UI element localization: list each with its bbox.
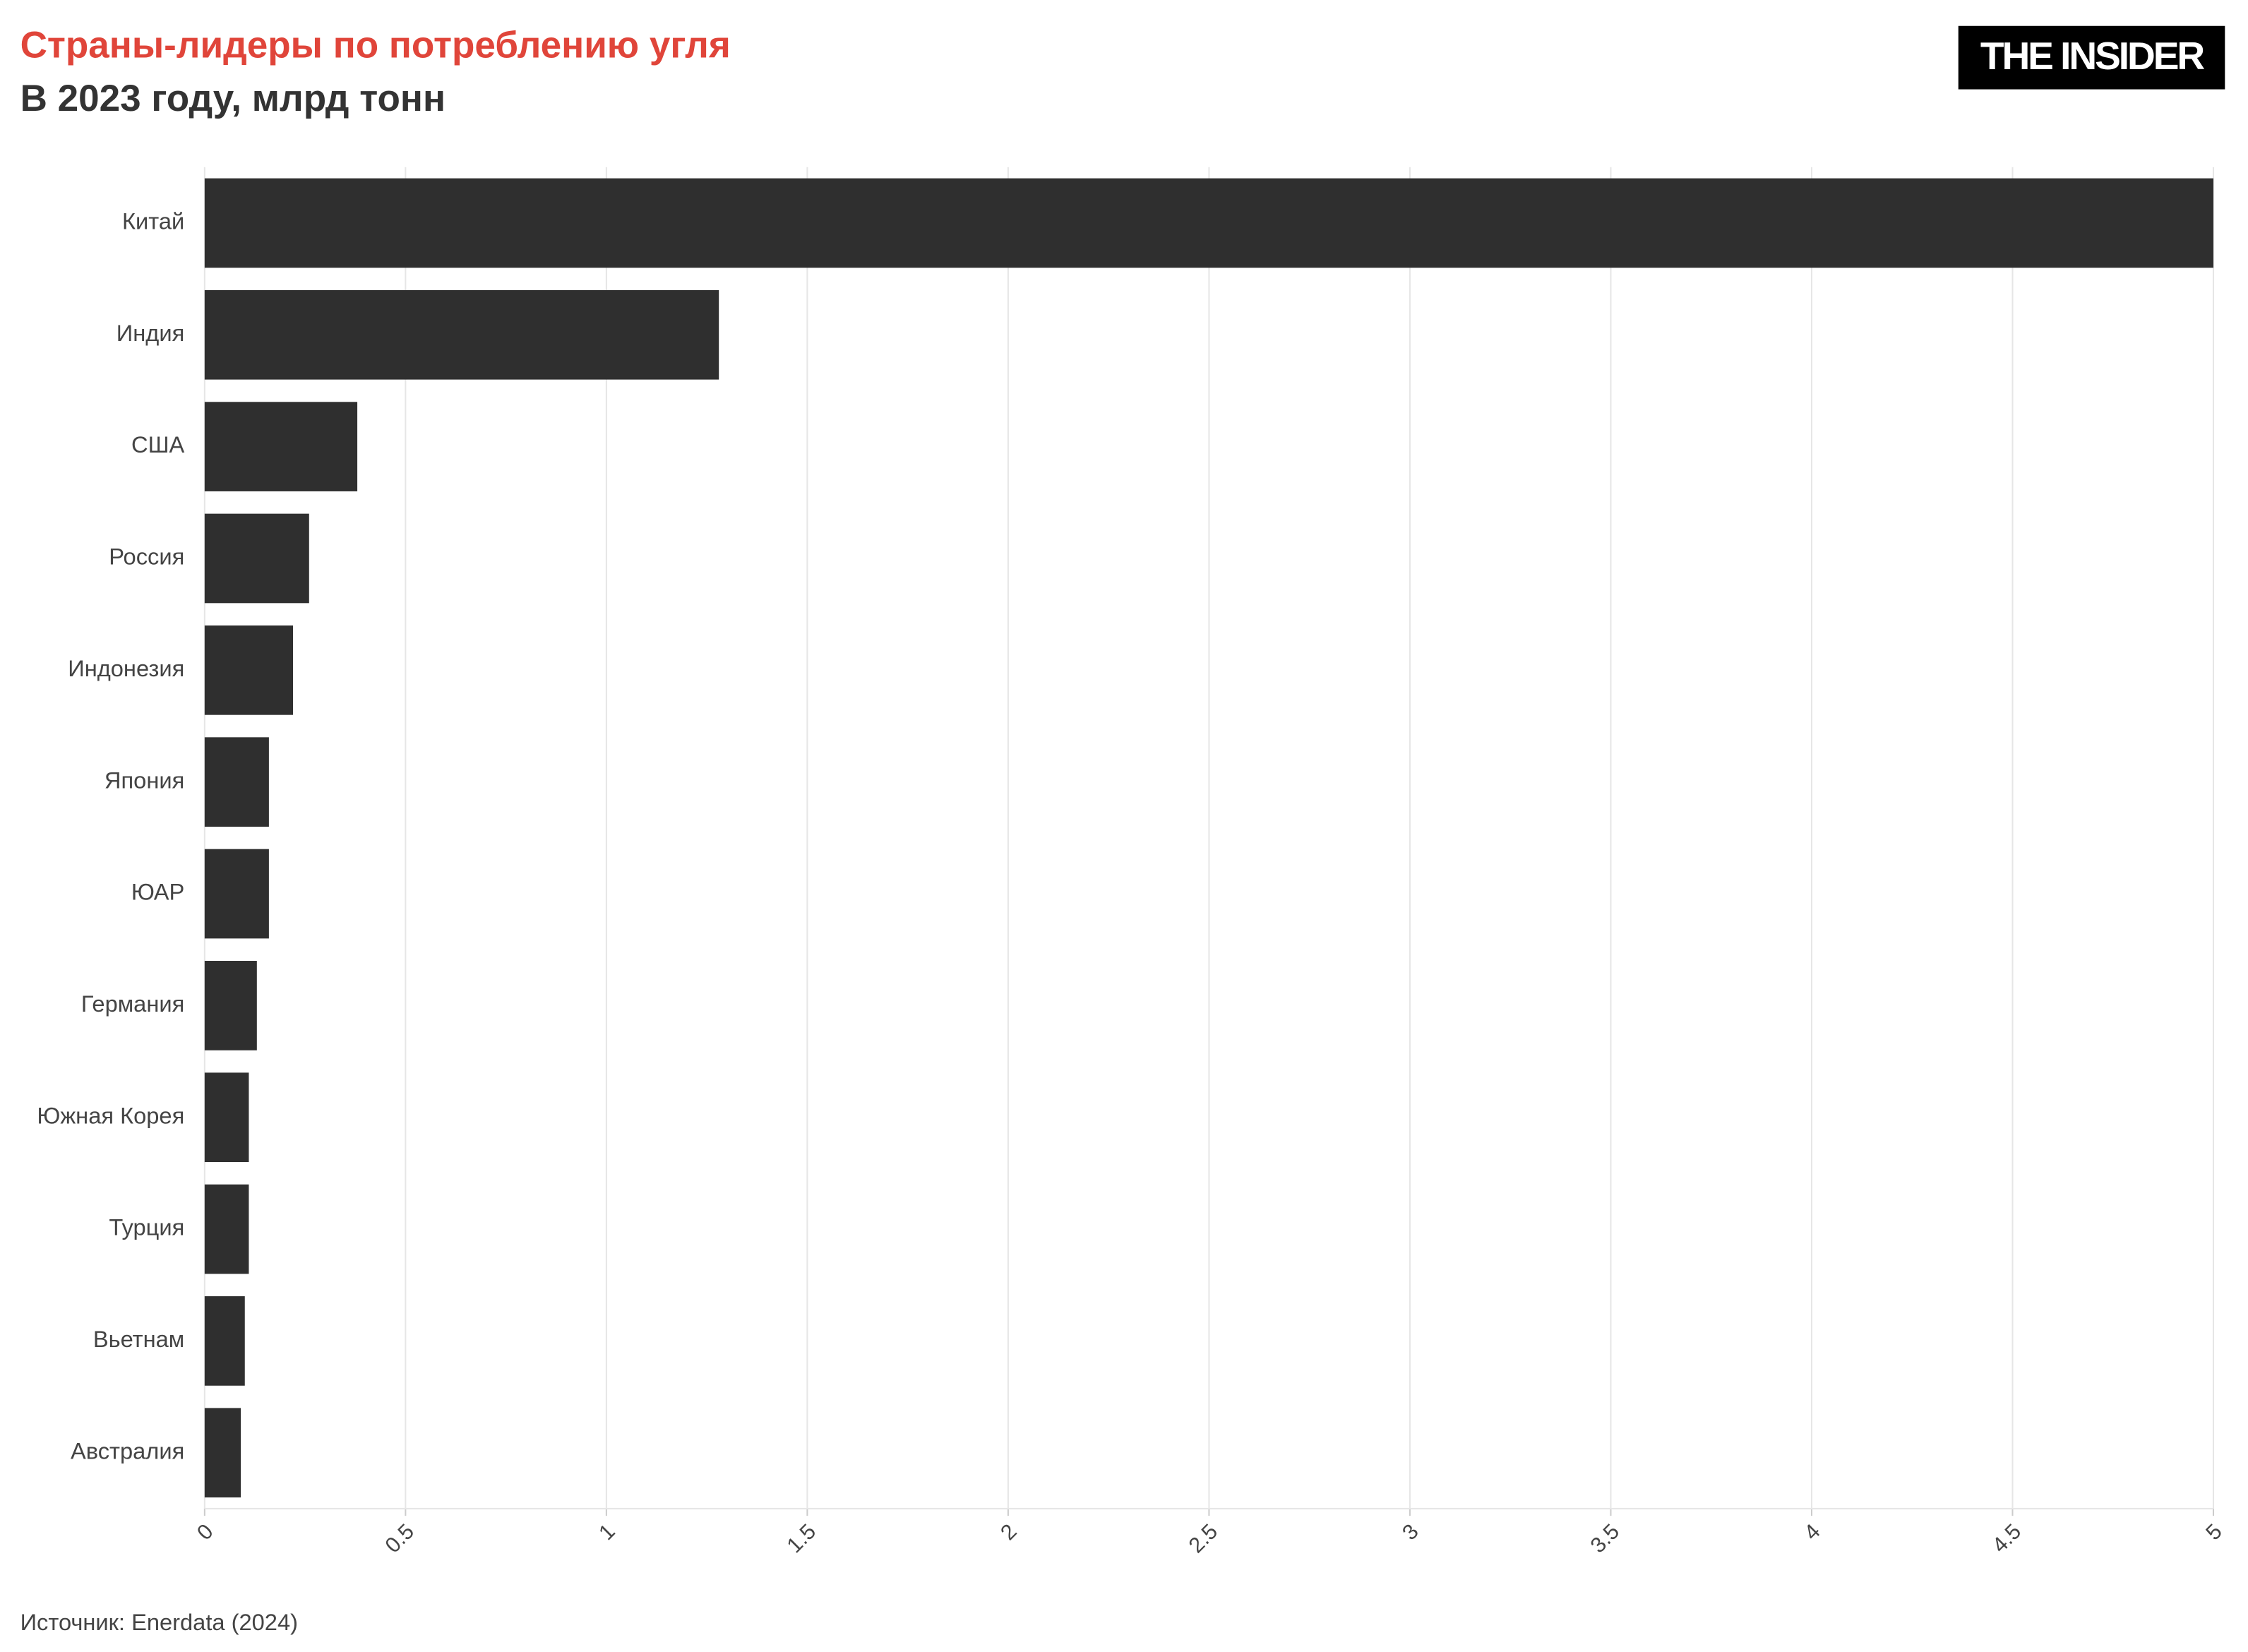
bar [204,1296,245,1386]
chart-title: Страны-лидеры по потреблению угля [20,24,731,66]
y-tick-label: Китай [122,208,184,234]
bar [204,178,2213,268]
bar [204,289,719,380]
bar [204,961,257,1051]
bar [204,849,269,939]
y-tick-label: Германия [81,990,184,1017]
y-tick-label: Австралия [71,1437,184,1464]
y-tick-label: Индия [116,320,184,346]
y-tick-label: Россия [109,544,184,570]
logo-box [1958,25,2225,90]
logo: THE INSIDER [1980,34,2205,78]
bar [204,1184,249,1274]
bar [204,513,309,604]
chart-subtitle: В 2023 году, млрд тонн [20,78,446,119]
bar [204,737,269,827]
bar [204,402,358,491]
y-tick-label: Индонезия [68,655,184,681]
bar [204,625,294,715]
y-tick-label: ЮАР [131,879,184,905]
y-tick-label: Вьетнам [93,1326,184,1352]
bar [204,1408,241,1498]
y-tick-label: Турция [109,1214,184,1240]
y-tick-label: Япония [104,767,184,793]
y-tick-label: США [131,431,184,457]
y-tick-label: Южная Корея [37,1102,184,1128]
bar [204,1072,249,1163]
source: Источник: Enerdata (2024) [20,1609,298,1635]
